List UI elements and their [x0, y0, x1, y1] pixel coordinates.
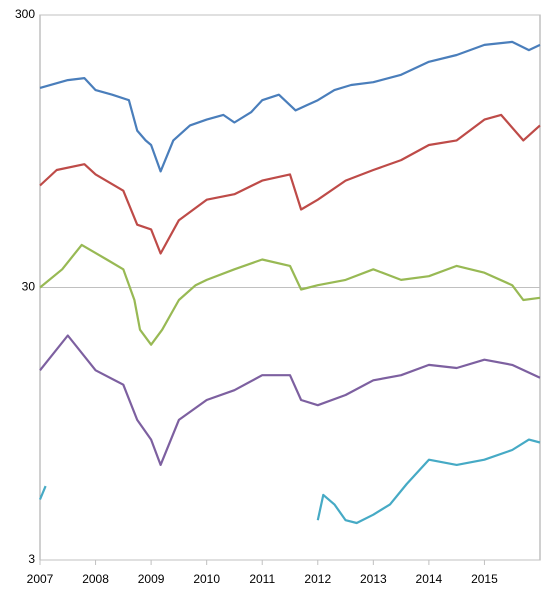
- series-line: [39, 113, 541, 255]
- x-tick-label: 2008: [82, 572, 109, 586]
- series-line: [39, 40, 541, 173]
- x-tick-label: 2007: [27, 572, 54, 586]
- x-tick-label: 2015: [471, 572, 498, 586]
- x-tick-label: 2013: [360, 572, 387, 586]
- series-line: [38, 438, 541, 525]
- y-tick-label: 300: [15, 7, 35, 21]
- x-tick-label: 2012: [304, 572, 331, 586]
- x-tick-label: 2009: [138, 572, 165, 586]
- series-line: [39, 334, 541, 466]
- x-tick-label: 2014: [416, 572, 443, 586]
- series-line: [39, 243, 541, 346]
- y-tick-label: 3: [28, 552, 35, 566]
- x-tick-label: 2010: [193, 572, 220, 586]
- y-tick-label: 30: [22, 280, 36, 294]
- x-tick-label: 2011: [249, 572, 275, 586]
